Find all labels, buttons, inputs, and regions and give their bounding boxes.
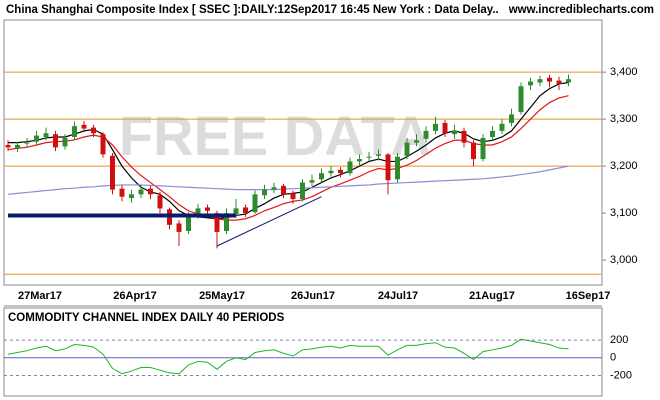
candle-body <box>395 156 400 180</box>
price-frame <box>3 19 603 286</box>
candle-body <box>300 182 305 200</box>
x-tick-label: 24Jul17 <box>378 290 418 302</box>
candle-body <box>480 137 486 160</box>
x-tick-label: 26Apr17 <box>113 290 156 302</box>
candle-body <box>423 130 429 139</box>
candle-body <box>138 189 144 195</box>
candle-body <box>195 208 201 216</box>
candle-body <box>290 193 296 200</box>
candle-body <box>43 133 49 137</box>
y-tick-label: 3,200 <box>610 160 638 172</box>
moving-average <box>7 165 569 195</box>
candle-body <box>556 80 562 84</box>
y-tick-label: 3,300 <box>610 113 638 125</box>
candle-body <box>119 188 125 197</box>
y-tick-label: 3,100 <box>610 207 638 219</box>
candle-body <box>357 159 362 162</box>
candle-body <box>461 130 467 143</box>
candle-body <box>471 142 476 160</box>
candle-body <box>148 188 153 195</box>
candle-body <box>347 161 353 174</box>
candle-body <box>81 124 87 129</box>
candle-body <box>452 130 457 135</box>
candle-body <box>24 142 30 144</box>
candle-body <box>537 79 543 83</box>
x-tick-label: 25May17 <box>199 290 245 302</box>
candle-body <box>366 156 372 158</box>
candle-body <box>214 213 220 232</box>
source: www.incrediblecharts.com <box>508 4 654 16</box>
chart-title: China Shanghai Composite Index [ SSEC ]:… <box>6 4 499 16</box>
candle-body <box>528 81 533 86</box>
candle-body <box>34 135 39 142</box>
candle-body <box>262 189 267 196</box>
x-tick-label: 21Aug17 <box>469 290 515 302</box>
candle-body <box>566 79 571 83</box>
candle-body <box>91 127 96 134</box>
x-tick-label: 26Jun17 <box>291 290 335 302</box>
candle-body <box>385 154 391 181</box>
candle-body <box>319 173 324 180</box>
cci-title: COMMODITY CHANNEL INDEX DAILY 40 PERIODS <box>8 312 285 324</box>
candle-body <box>110 155 115 190</box>
x-tick-label: 27Mar17 <box>18 290 62 302</box>
y-tick-label: 3,400 <box>610 66 638 78</box>
candle-body <box>414 140 419 143</box>
candle-body <box>442 122 448 134</box>
y-tick-label: 0 <box>610 352 616 364</box>
candle-body <box>376 154 381 156</box>
candle-body <box>404 142 410 156</box>
candle-body <box>5 144 11 148</box>
candle-body <box>53 134 58 148</box>
trend-line <box>216 196 322 247</box>
cci-frame <box>3 307 603 397</box>
candle-body <box>271 187 277 190</box>
candle-body <box>252 194 258 213</box>
candle-body <box>186 215 191 231</box>
candle-body <box>205 207 210 211</box>
candle-body <box>176 223 182 232</box>
candle-body <box>243 207 248 214</box>
candle-body <box>547 77 552 82</box>
x-tick-label: 16Sep17 <box>566 290 611 302</box>
candle-body <box>157 195 163 209</box>
y-tick-label: -200 <box>610 369 632 381</box>
candle-body <box>100 134 106 155</box>
candle-body <box>224 213 229 231</box>
candle-body <box>129 194 134 199</box>
moving-average <box>8 81 569 220</box>
candle-body <box>15 144 20 149</box>
y-tick-label: 200 <box>610 334 628 346</box>
candle-body <box>338 169 343 174</box>
candle-body <box>518 86 524 113</box>
candle-body <box>281 185 286 195</box>
candle-body <box>233 208 239 215</box>
candle-body <box>499 123 505 131</box>
watermark: FREE DATA <box>119 104 431 167</box>
candle-body <box>490 130 495 137</box>
y-tick-label: 3,000 <box>610 254 638 266</box>
candle-body <box>328 170 334 174</box>
candle-body <box>62 137 68 147</box>
candle-body <box>72 126 77 137</box>
cci-line <box>7 338 569 375</box>
candle-body <box>309 180 315 183</box>
candle-body <box>433 123 438 131</box>
candle-body <box>509 114 514 123</box>
